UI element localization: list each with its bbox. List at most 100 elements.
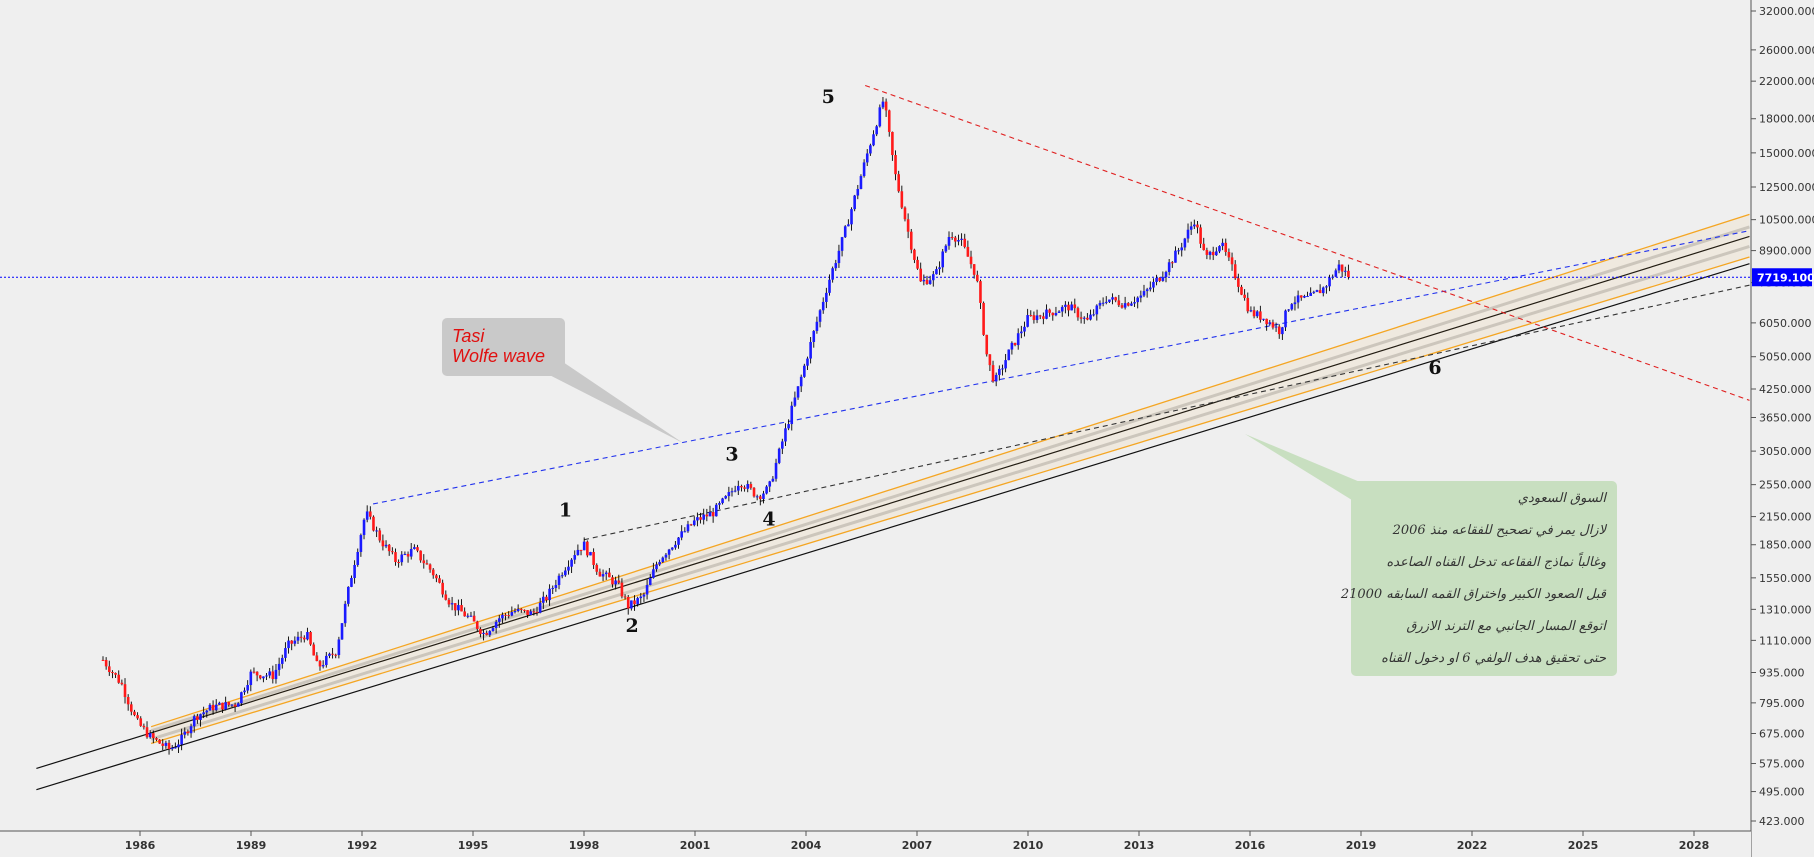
channel-band	[151, 214, 1750, 744]
candle-body	[1281, 327, 1284, 335]
candle-body	[101, 659, 105, 661]
candle-body	[136, 715, 139, 719]
candle-body	[733, 490, 737, 492]
candle-body	[557, 575, 561, 586]
candle-body	[359, 535, 363, 552]
candle-body	[139, 718, 143, 726]
candle-body	[674, 544, 677, 548]
candle-body	[696, 517, 699, 521]
candle-body	[1277, 326, 1281, 335]
candle-body	[891, 131, 894, 156]
candle-body	[126, 697, 130, 705]
candle-body	[944, 245, 948, 252]
candle-body	[1183, 238, 1187, 248]
candle-body	[689, 524, 693, 526]
candle-body	[1186, 229, 1190, 239]
candle-body	[862, 162, 866, 177]
candle-body	[702, 514, 705, 520]
time-tick-label: 1992	[347, 839, 378, 852]
time-tick-label: 2004	[791, 839, 822, 852]
candle-body	[639, 596, 643, 599]
wave-label-1: 1	[559, 500, 572, 522]
candle-body	[230, 704, 234, 706]
candle-body	[655, 564, 658, 570]
candle-body	[755, 496, 759, 498]
candle-body	[843, 226, 847, 238]
wolfe-line-2-4	[583, 284, 1750, 541]
candle-body	[969, 256, 973, 265]
candle-body	[475, 621, 479, 629]
candle-body	[1174, 250, 1177, 263]
candle-body	[189, 726, 193, 734]
candle-body	[1290, 304, 1294, 310]
candle-body	[460, 605, 463, 612]
candle-body	[1145, 289, 1149, 292]
title-callout-box	[442, 318, 565, 376]
candle-body	[133, 711, 136, 716]
candle-body	[604, 572, 608, 575]
candle-body	[1004, 360, 1007, 369]
price-tick-label: 1310.000	[1759, 603, 1812, 616]
candle-body	[1274, 326, 1278, 328]
candle-body	[315, 655, 319, 662]
price-tick-label: 935.000	[1759, 666, 1805, 679]
candle-body	[752, 487, 756, 497]
candle-body	[853, 195, 856, 210]
time-tick-label: 1998	[569, 839, 600, 852]
candle-body	[158, 739, 161, 744]
candle-body	[1303, 296, 1306, 298]
candle-body	[413, 547, 416, 549]
candle-body	[1032, 315, 1036, 321]
candle-body	[130, 704, 133, 712]
price-axis-panel	[1751, 0, 1814, 857]
candle-body	[740, 485, 743, 488]
candle-body	[1120, 305, 1124, 308]
candle-body	[513, 611, 517, 613]
price-tick-label: 22000.000	[1759, 75, 1814, 88]
candle-body	[749, 484, 753, 488]
candle-body	[966, 246, 970, 257]
candle-body	[897, 174, 900, 192]
candle-body	[576, 549, 580, 556]
trend-line-lower	[36, 263, 1750, 791]
candle-body	[372, 516, 375, 531]
candle-body	[428, 564, 432, 570]
candle-body	[1249, 310, 1253, 312]
candle-body	[645, 585, 649, 595]
candle-body	[491, 628, 495, 632]
price-tick-label: 5050.000	[1759, 351, 1812, 364]
candle-body	[353, 564, 356, 579]
candle-body	[906, 219, 910, 232]
candle-body	[318, 661, 322, 667]
candle-body	[847, 224, 850, 227]
candle-body	[784, 428, 787, 442]
time-tick-label: 2013	[1124, 839, 1155, 852]
candle-body	[192, 716, 196, 727]
candle-body	[661, 557, 665, 562]
note-line-6: حتى تحقيق هدف الولفي 6 او دخول القناه	[1381, 651, 1607, 666]
candle-body	[466, 615, 470, 617]
price-tick-label: 10500.000	[1759, 214, 1814, 227]
candle-body	[916, 259, 919, 269]
candle-body	[1126, 303, 1130, 306]
candle-body	[809, 341, 812, 359]
candle-body	[284, 648, 287, 658]
candle-body	[570, 559, 573, 567]
candle-body	[1035, 315, 1039, 321]
price-tick-label: 575.000	[1759, 758, 1805, 771]
candle-body	[1215, 251, 1218, 256]
price-tick-label: 3650.000	[1759, 411, 1812, 424]
candle-body	[1098, 302, 1102, 306]
candle-body	[1243, 294, 1246, 298]
candle-body	[450, 603, 454, 605]
candle-body	[111, 672, 114, 674]
candle-body	[1312, 291, 1316, 293]
candle-body	[246, 685, 249, 691]
candle-body	[299, 636, 303, 638]
title-line-2: Wolfe wave	[452, 346, 545, 366]
candle-body	[648, 577, 652, 586]
candle-body	[397, 561, 400, 563]
